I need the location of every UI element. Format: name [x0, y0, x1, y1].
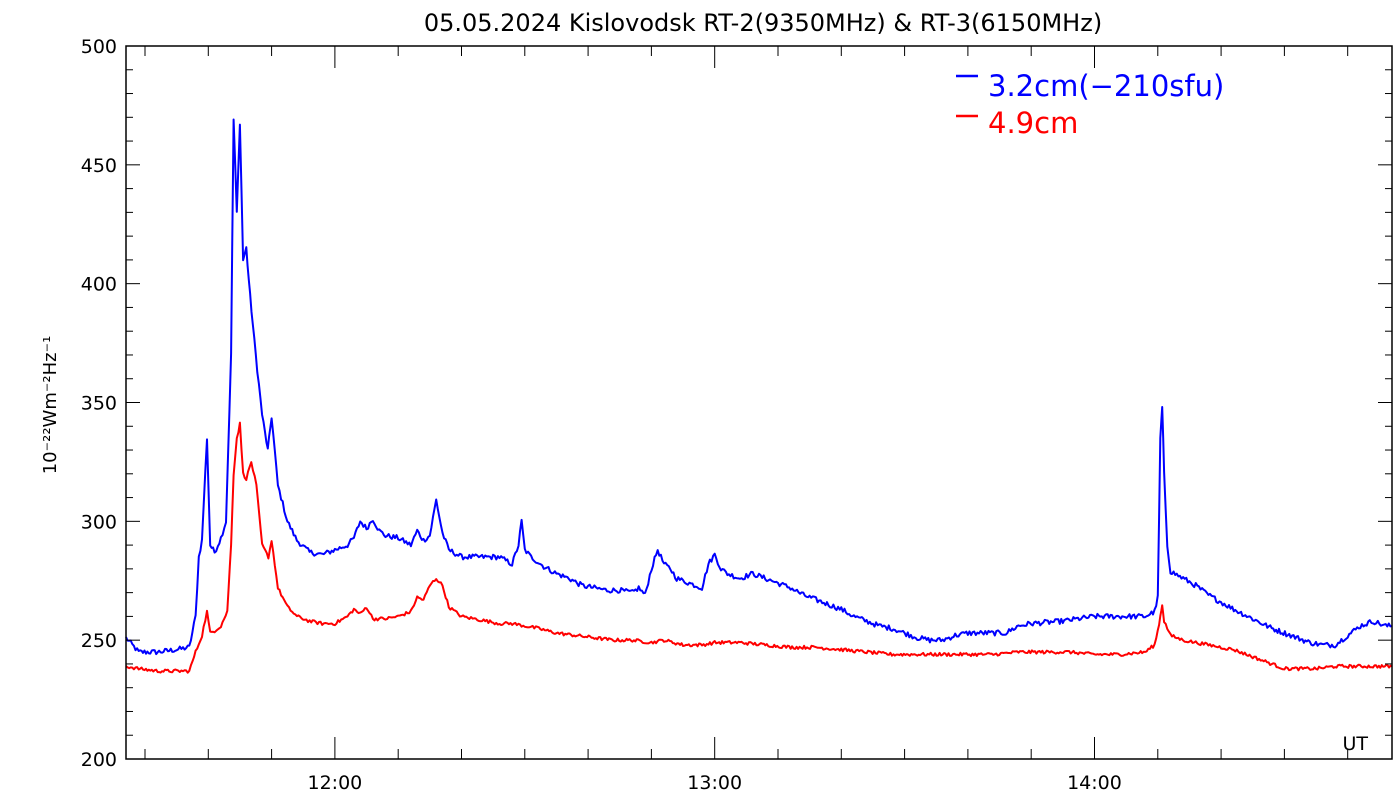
y-tick-label: 250 — [81, 630, 117, 652]
legend-entry-4.9cm: 4.9cm — [988, 106, 1078, 140]
series-line-3.2cm — [125, 118, 1393, 656]
series-line-4.9cm — [125, 421, 1393, 674]
x-axis-label: UT — [1342, 733, 1368, 755]
legend-entry-3.2cm: 3.2cm(−210sfu) — [988, 69, 1224, 103]
y-tick-label: 200 — [81, 749, 117, 771]
ticks-layer: 200 250 300 350 400 450 500 12:00 13:00 14:00 — [81, 36, 1392, 794]
y-tick-label: 500 — [81, 36, 117, 58]
x-tick-label: 13:00 — [687, 772, 742, 794]
y-tick-label: 300 — [81, 511, 117, 533]
y-tick-label: 350 — [81, 393, 117, 415]
legend: 3.2cm(−210sfu) 4.9cm — [956, 69, 1224, 140]
x-tick-label: 12:00 — [308, 772, 363, 794]
x-tick-label: 14:00 — [1067, 772, 1122, 794]
series-layer — [125, 118, 1393, 674]
y-tick-label: 450 — [81, 155, 117, 177]
plot-frame — [125, 45, 1393, 760]
y-tick-label: 400 — [81, 274, 117, 296]
chart-title: 05.05.2024 Kislovodsk RT-2(9350MHz) & RT… — [424, 9, 1102, 37]
y-axis-label: 10⁻²²Wm⁻²Hz⁻¹ — [40, 336, 61, 475]
